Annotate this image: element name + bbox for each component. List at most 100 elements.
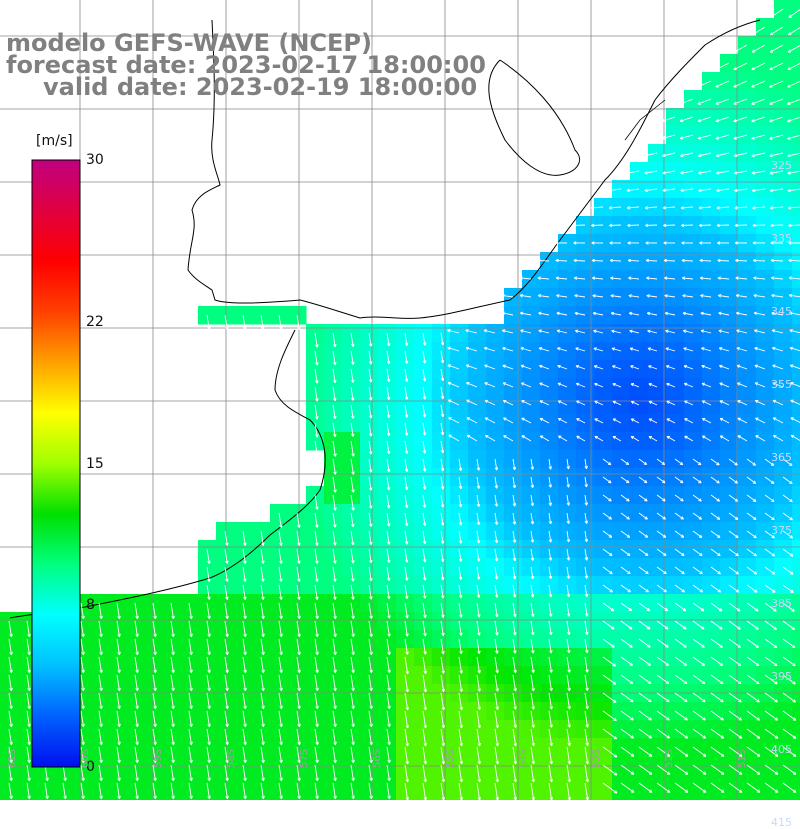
wind-arrow: [753, 225, 765, 226]
wind-cell: [666, 306, 685, 325]
wind-arrow: [717, 225, 729, 226]
wind-cell: [684, 288, 703, 307]
wind-cell: [594, 792, 613, 800]
wind-arrow-head: [734, 121, 737, 122]
wind-arrow-head: [698, 139, 701, 140]
wind-cell: [558, 414, 577, 433]
wind-cell: [720, 72, 739, 91]
colorbar: [32, 160, 80, 767]
wind-cell: [792, 540, 800, 559]
wind-cell: [486, 792, 505, 800]
wind-cell: [684, 144, 703, 163]
valid-date: valid date: 2023-02-19 18:00:00: [43, 75, 477, 99]
wind-cell: [90, 792, 109, 800]
wind-cell: [576, 432, 595, 451]
wind-cell: [612, 180, 631, 199]
wind-cell: [486, 360, 505, 379]
wind-arrow-head: [770, 139, 773, 140]
wind-cell: [0, 792, 19, 800]
wind-cell: [72, 792, 91, 800]
wind-cell: [504, 324, 523, 343]
wind-cell: [756, 72, 775, 91]
wind-cell: [252, 792, 271, 800]
wind-arrow-head: [734, 139, 737, 140]
wind-arrow: [681, 225, 693, 226]
wind-cell: [522, 378, 541, 397]
wind-cell: [576, 360, 595, 379]
wind-cell: [576, 288, 595, 307]
wind-cell: [702, 396, 721, 415]
wind-cell: [594, 432, 613, 451]
latitude-label: 395: [771, 670, 792, 683]
wind-cell: [756, 324, 775, 343]
wind-cell: [630, 396, 649, 415]
wind-cell: [540, 396, 559, 415]
wind-cell: [792, 648, 800, 667]
wind-cell: [738, 144, 757, 163]
wind-cell: [774, 396, 793, 415]
wind-cell: [792, 108, 800, 127]
wind-cell: [450, 324, 469, 343]
wind-cell: [594, 414, 613, 433]
wind-cell: [612, 306, 631, 325]
wind-cell: [738, 432, 757, 451]
wind-cell: [702, 324, 721, 343]
wind-cell: [576, 414, 595, 433]
wind-cell: [720, 270, 739, 289]
wind-cell: [792, 702, 800, 721]
wind-cell: [630, 792, 649, 800]
wind-cell: [738, 792, 757, 800]
wind-cell: [738, 90, 757, 109]
wind-cell: [774, 342, 793, 361]
wind-cell: [792, 306, 800, 325]
wind-cell: [684, 414, 703, 433]
wind-cell: [792, 504, 800, 523]
wind-cell: [666, 396, 685, 415]
wind-cell: [720, 414, 739, 433]
colorbar-box: [32, 160, 80, 767]
wind-cell: [540, 792, 559, 800]
wind-cell: [756, 108, 775, 127]
wind-cell: [162, 792, 181, 800]
wind-arrow-head: [263, 327, 264, 330]
wind-cell: [396, 792, 415, 800]
wind-cell: [702, 342, 721, 361]
wind-cell: [774, 432, 793, 451]
wind-cell: [468, 792, 487, 800]
longitude-label: 61S: [7, 749, 18, 768]
wind-cell: [738, 288, 757, 307]
wind-cell: [684, 306, 703, 325]
wind-cell: [558, 792, 577, 800]
longitude-label: 53S: [591, 749, 602, 768]
wind-cell: [450, 396, 469, 415]
wind-cell: [792, 450, 800, 469]
longitude-label: 54S: [518, 749, 529, 768]
wind-cell: [756, 126, 775, 145]
wind-cell: [756, 288, 775, 307]
wind-cell: [684, 342, 703, 361]
wind-cell: [630, 306, 649, 325]
wind-cell: [720, 378, 739, 397]
wind-cell: [774, 108, 793, 127]
wind-cell: [702, 162, 721, 181]
wind-cell: [558, 306, 577, 325]
wind-cell: [468, 414, 487, 433]
wind-cell: [558, 360, 577, 379]
latitude-label: 415: [771, 816, 792, 829]
wind-arrow-head: [245, 327, 246, 330]
wind-cell: [666, 360, 685, 379]
wind-cell: [702, 414, 721, 433]
wind-cell: [702, 792, 721, 800]
wind-cell: [576, 342, 595, 361]
wind-cell: [774, 270, 793, 289]
wind-cell: [630, 432, 649, 451]
wind-cell: [576, 324, 595, 343]
wind-cell: [198, 792, 217, 800]
wind-cell: [666, 270, 685, 289]
wind-cell: [486, 432, 505, 451]
wind-cell: [630, 360, 649, 379]
colorbar-unit: [m/s]: [36, 133, 73, 149]
wind-cell: [774, 792, 793, 800]
colorbar-tick-label: 30: [86, 152, 104, 168]
wind-cell: [558, 342, 577, 361]
